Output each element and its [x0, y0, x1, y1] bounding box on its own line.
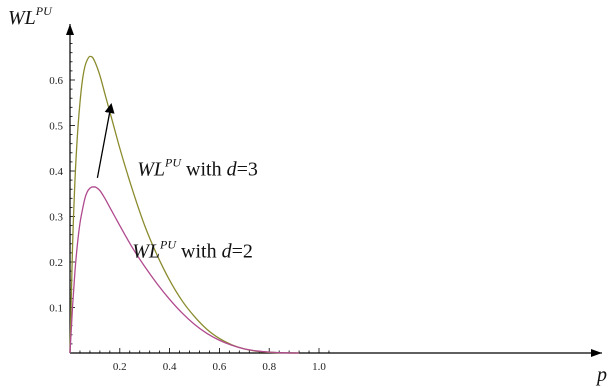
series-line-2 — [69, 186, 300, 354]
y-tick-label: 0.3 — [49, 212, 63, 224]
annotation-label-1: WLPU with d=3 — [137, 156, 258, 181]
y-axis-arrow — [66, 24, 74, 35]
x-tick-label: 1.0 — [312, 361, 326, 373]
y-tick-label: 0.6 — [49, 75, 63, 87]
x-axis-title: p — [595, 364, 607, 386]
y-tick-label: 0.1 — [49, 303, 63, 315]
x-tick-label: 0.2 — [113, 361, 127, 373]
x-tick-label: 0.4 — [163, 361, 177, 373]
y-tick-label: 0.5 — [49, 121, 63, 133]
series-line-1 — [69, 55, 300, 354]
annotation-arrow — [96, 103, 115, 178]
x-axis-arrow — [591, 349, 602, 357]
y-axis-title: WLPU — [8, 4, 53, 29]
y-tick-label: 0.4 — [49, 166, 63, 178]
y-tick-label: 0.2 — [49, 257, 63, 269]
x-tick-label: 0.8 — [262, 361, 276, 373]
annotation-label-2: WLPU with d=2 — [132, 237, 253, 262]
x-tick-label: 0.6 — [213, 361, 227, 373]
